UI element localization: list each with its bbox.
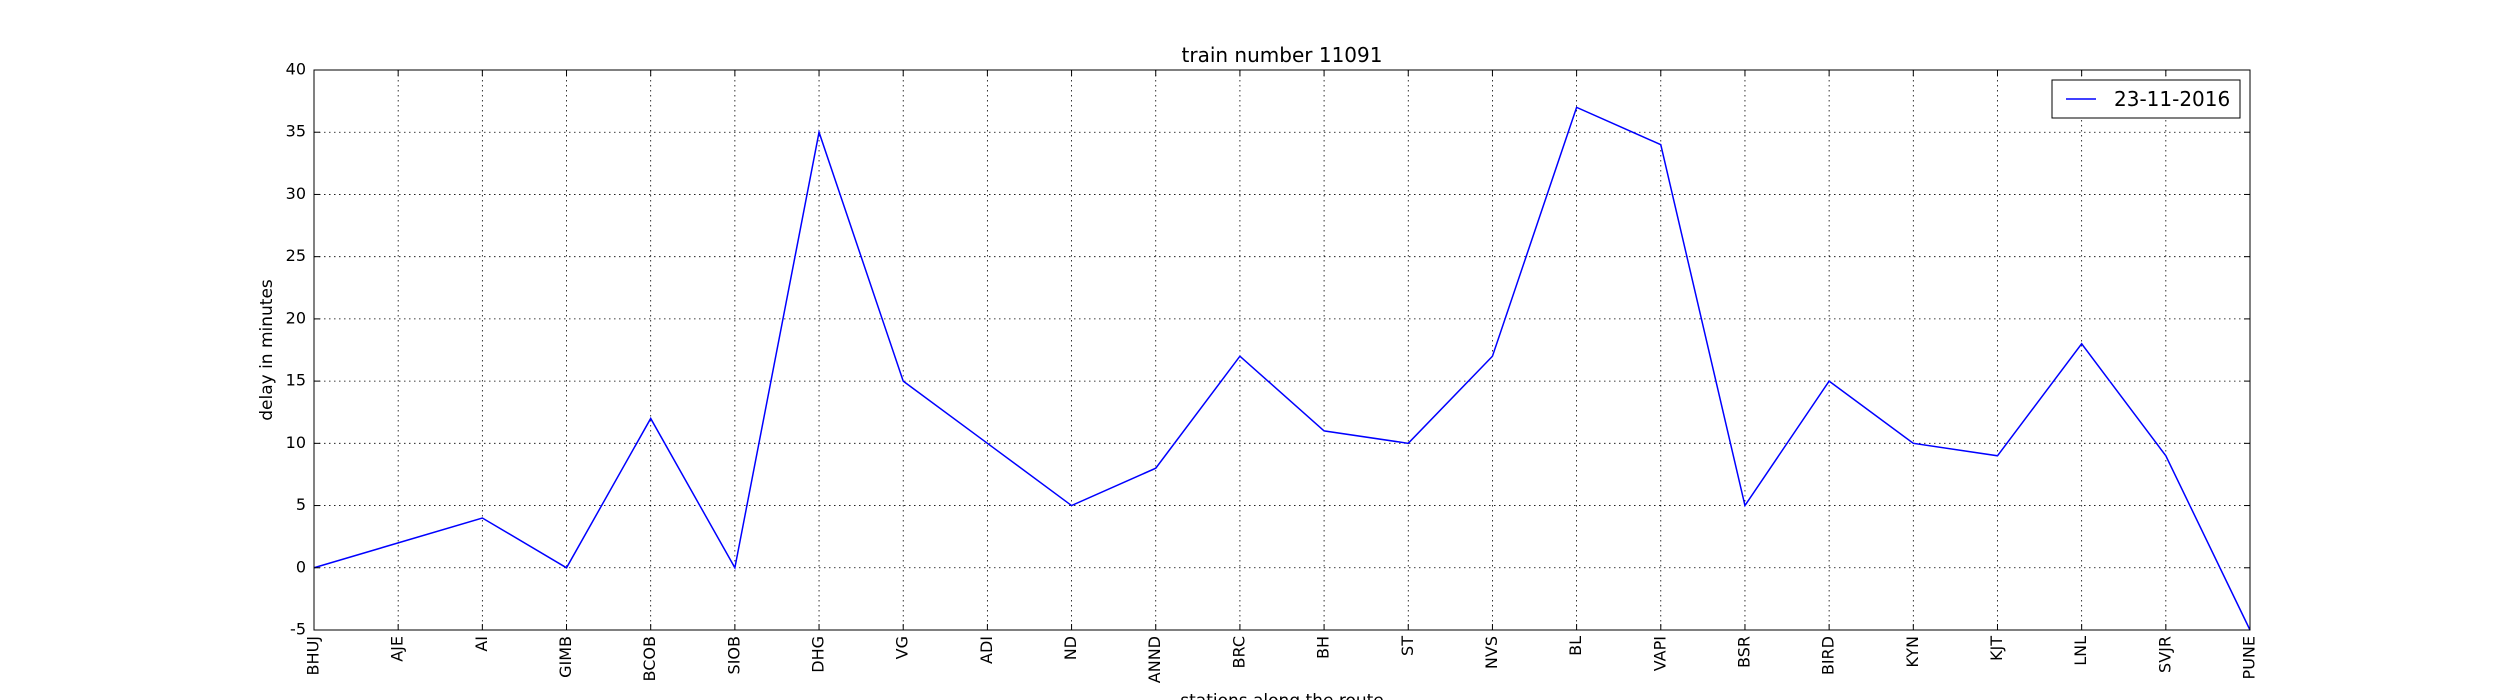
legend: 23-11-2016 bbox=[2051, 79, 2241, 119]
series-line bbox=[313, 106, 2251, 631]
x-tick-label: ST bbox=[1398, 636, 1417, 656]
x-tick-label: PUNE bbox=[2240, 636, 2259, 679]
y-tick-label: 15 bbox=[286, 371, 306, 390]
y-tick-label: 30 bbox=[286, 184, 306, 203]
x-axis-ticks: BHUJ AJE AI GIMB BCOB SIOB DHG VG ADI ND ANND BRC BH… bbox=[304, 70, 2259, 683]
y-tick-label: 5 bbox=[296, 495, 306, 514]
x-tick-label: BRC bbox=[1229, 636, 1248, 668]
x-tick-label: VG bbox=[893, 636, 912, 659]
x-axis-label: stations along the route bbox=[1180, 691, 1384, 700]
x-tick-label: BSR bbox=[1734, 636, 1753, 668]
y-axis-ticks: -5 0 5 10 15 20 25 30 35 40 bbox=[286, 60, 2250, 639]
y-tick-label: 25 bbox=[286, 246, 306, 265]
x-tick-label: KYN bbox=[1903, 636, 1922, 668]
x-tick-label: BIRD bbox=[1819, 636, 1838, 675]
x-tick-label: ND bbox=[1061, 636, 1080, 660]
grid bbox=[313, 69, 2251, 631]
x-tick-label: ANND bbox=[1145, 636, 1164, 683]
x-tick-label: BCOB bbox=[640, 636, 659, 681]
y-tick-label: 40 bbox=[286, 60, 306, 79]
y-tick-label: 35 bbox=[286, 122, 306, 141]
x-tick-label: BL bbox=[1566, 636, 1585, 656]
x-tick-label: BHUJ bbox=[304, 636, 323, 675]
x-tick-label: AI bbox=[472, 636, 491, 652]
x-tick-label: NVS bbox=[1482, 636, 1501, 669]
x-tick-label: SIOB bbox=[724, 636, 743, 674]
series-layer bbox=[313, 106, 2251, 631]
y-tick-label: 10 bbox=[286, 433, 306, 452]
y-tick-label: 20 bbox=[286, 308, 306, 327]
x-tick-label: KJT bbox=[1987, 636, 2006, 661]
x-tick-label: BH bbox=[1314, 636, 1333, 659]
legend-label: 23-11-2016 bbox=[2114, 87, 2230, 111]
y-tick-label: 0 bbox=[296, 557, 306, 576]
x-tick-label: LNL bbox=[2071, 636, 2090, 666]
chart-title: train number 11091 bbox=[1182, 43, 1383, 67]
x-tick-label: AJE bbox=[388, 636, 407, 662]
x-tick-label: SVJR bbox=[2155, 636, 2174, 673]
plot-area-frame bbox=[313, 69, 2251, 631]
y-tick-label: -5 bbox=[290, 620, 306, 639]
x-tick-label: ADI bbox=[977, 636, 996, 664]
x-tick-label: VAPI bbox=[1650, 636, 1669, 671]
x-tick-label: DHG bbox=[809, 636, 828, 673]
x-tick-label: GIMB bbox=[556, 636, 575, 678]
y-axis-label: delay in minutes bbox=[257, 279, 277, 421]
